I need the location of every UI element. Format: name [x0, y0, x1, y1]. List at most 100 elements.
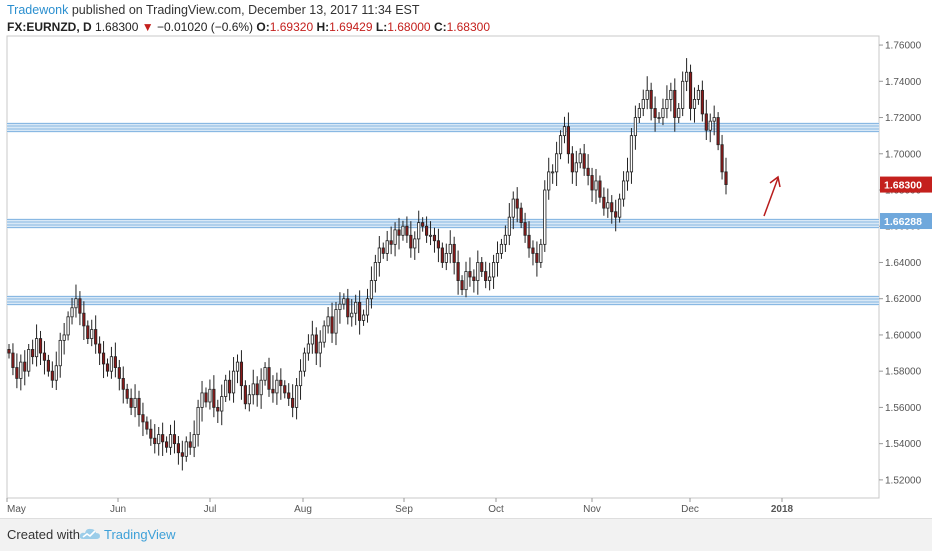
candle-body [578, 153, 582, 164]
candle [436, 228, 440, 263]
plot-area[interactable] [6, 35, 880, 499]
candle [539, 238, 543, 268]
candle-body [78, 298, 82, 314]
candle [385, 230, 389, 262]
candle-body [176, 443, 180, 454]
candle-body [519, 207, 523, 224]
candle [78, 291, 82, 326]
candle [224, 374, 228, 402]
candle-body [417, 222, 421, 240]
candle [421, 217, 425, 232]
candle [555, 141, 559, 187]
candle-body [685, 71, 689, 82]
candle [86, 320, 90, 344]
candle-body [610, 202, 614, 213]
candle-body [385, 240, 389, 254]
candle [582, 143, 586, 176]
candle-body [531, 247, 535, 254]
candle-body [350, 312, 354, 318]
candle [7, 344, 11, 359]
candle-body [15, 367, 19, 379]
close-value: 1.68300 [446, 20, 491, 34]
candle-body [212, 388, 216, 408]
candle [614, 199, 618, 232]
candle-body [216, 407, 220, 412]
candle-body [562, 126, 567, 137]
candle-body [90, 329, 94, 339]
candle [133, 384, 137, 418]
candle-body [681, 80, 685, 109]
candle [499, 238, 504, 259]
candle-body [629, 135, 634, 173]
candle-body [551, 171, 555, 174]
tradingview-link[interactable]: TradingView [104, 527, 176, 542]
candle [172, 420, 177, 454]
candle [109, 346, 114, 379]
candle-body [369, 280, 374, 300]
y-tick-label: 1.70000 [885, 149, 922, 160]
candle [180, 440, 184, 471]
candle-body [279, 379, 283, 387]
candle [665, 85, 669, 119]
candle-body [34, 338, 39, 358]
candle [74, 284, 78, 318]
candle-body [657, 117, 661, 119]
candle-body [582, 153, 586, 169]
arrow-line [763, 177, 779, 217]
candle-body [491, 262, 496, 278]
candle-body [188, 441, 192, 448]
candle-body [590, 175, 594, 191]
candle-body [62, 334, 66, 341]
candle [653, 96, 657, 132]
candle-body [109, 356, 114, 372]
author-link[interactable]: Tradewonk [7, 3, 69, 17]
candle-body [365, 298, 370, 316]
x-tick-label: Nov [583, 504, 601, 515]
candle-body [322, 325, 326, 343]
candle [409, 221, 413, 258]
candle [176, 436, 180, 465]
tradingview-cloud-icon[interactable] [79, 526, 101, 542]
candle [46, 354, 50, 377]
candle [523, 212, 527, 243]
candle-body [665, 99, 669, 109]
candle [468, 257, 472, 287]
candle [231, 357, 236, 403]
candle-body [677, 108, 681, 118]
candle-body [161, 434, 165, 443]
candle [389, 226, 393, 255]
candle-body [330, 316, 334, 334]
candle-body [464, 271, 468, 291]
support-resistance-levels [7, 122, 879, 306]
arrow-head-icon [769, 175, 781, 188]
candle [184, 436, 188, 462]
candle [82, 301, 86, 341]
candle-body [172, 434, 177, 445]
candle-body [381, 247, 385, 254]
candle [696, 84, 701, 105]
candle [657, 112, 661, 123]
candle [681, 71, 685, 117]
candle [153, 424, 157, 454]
candle [346, 288, 350, 325]
candle [23, 350, 27, 386]
candle-body [291, 397, 295, 408]
candle [34, 324, 39, 367]
current-price-tag-bg [880, 176, 932, 193]
x-tick-label: Aug [294, 504, 312, 515]
candle [460, 275, 464, 296]
candle-body [448, 243, 452, 254]
candle [306, 334, 310, 361]
created-with-label: Created with [7, 527, 80, 542]
candle-body [468, 271, 472, 278]
candle [551, 164, 555, 184]
candle-body [11, 352, 15, 368]
candle [428, 221, 433, 246]
y-tick-label: 1.56000 [885, 403, 922, 414]
candle [212, 375, 216, 418]
candle [141, 402, 145, 437]
x-tick-label: Dec [681, 504, 699, 515]
candle [621, 171, 626, 207]
price-tags: 1.68300 1.66288 [880, 176, 932, 230]
candle-body [401, 225, 405, 236]
